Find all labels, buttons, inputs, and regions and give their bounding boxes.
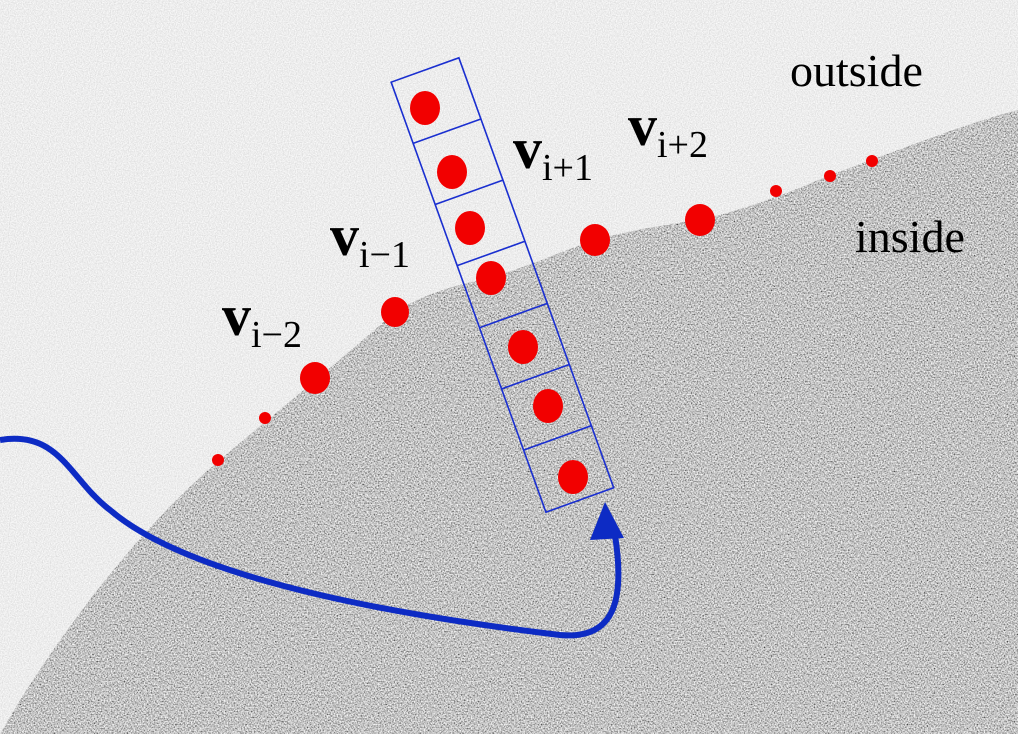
candidate-point [508, 330, 538, 364]
candidate-point [455, 211, 485, 245]
outside-label: outside [790, 45, 923, 96]
contour-point [824, 170, 836, 182]
vertex-subscript: i−1 [359, 234, 410, 276]
vertex-subscript: i−2 [251, 314, 302, 356]
page: {"labels": {"outside": "outside", "insid… [0, 0, 1018, 734]
candidate-point [476, 261, 506, 295]
vertex-subscript: i+2 [657, 124, 708, 166]
contour-point [381, 297, 409, 327]
contour-point [580, 224, 610, 256]
vertex-subscript: i+1 [542, 147, 593, 189]
vertex-symbol: v [222, 283, 251, 348]
contour-point [685, 204, 715, 236]
candidate-point [558, 460, 588, 494]
contour-point [866, 155, 878, 167]
candidate-point [437, 155, 467, 189]
vertex-symbol: v [513, 116, 542, 181]
candidate-point [410, 91, 440, 125]
contour-point [770, 185, 782, 197]
candidate-point [533, 389, 563, 423]
vertex-symbol: v [628, 93, 657, 158]
contour-point [300, 362, 330, 394]
diagram: outside inside vi−2 vi−1 vi+1 vi+2 [0, 0, 1018, 734]
inside-label: inside [855, 211, 965, 262]
vertex-symbol: v [330, 203, 359, 268]
contour-point [259, 412, 271, 424]
contour-point [212, 454, 224, 466]
